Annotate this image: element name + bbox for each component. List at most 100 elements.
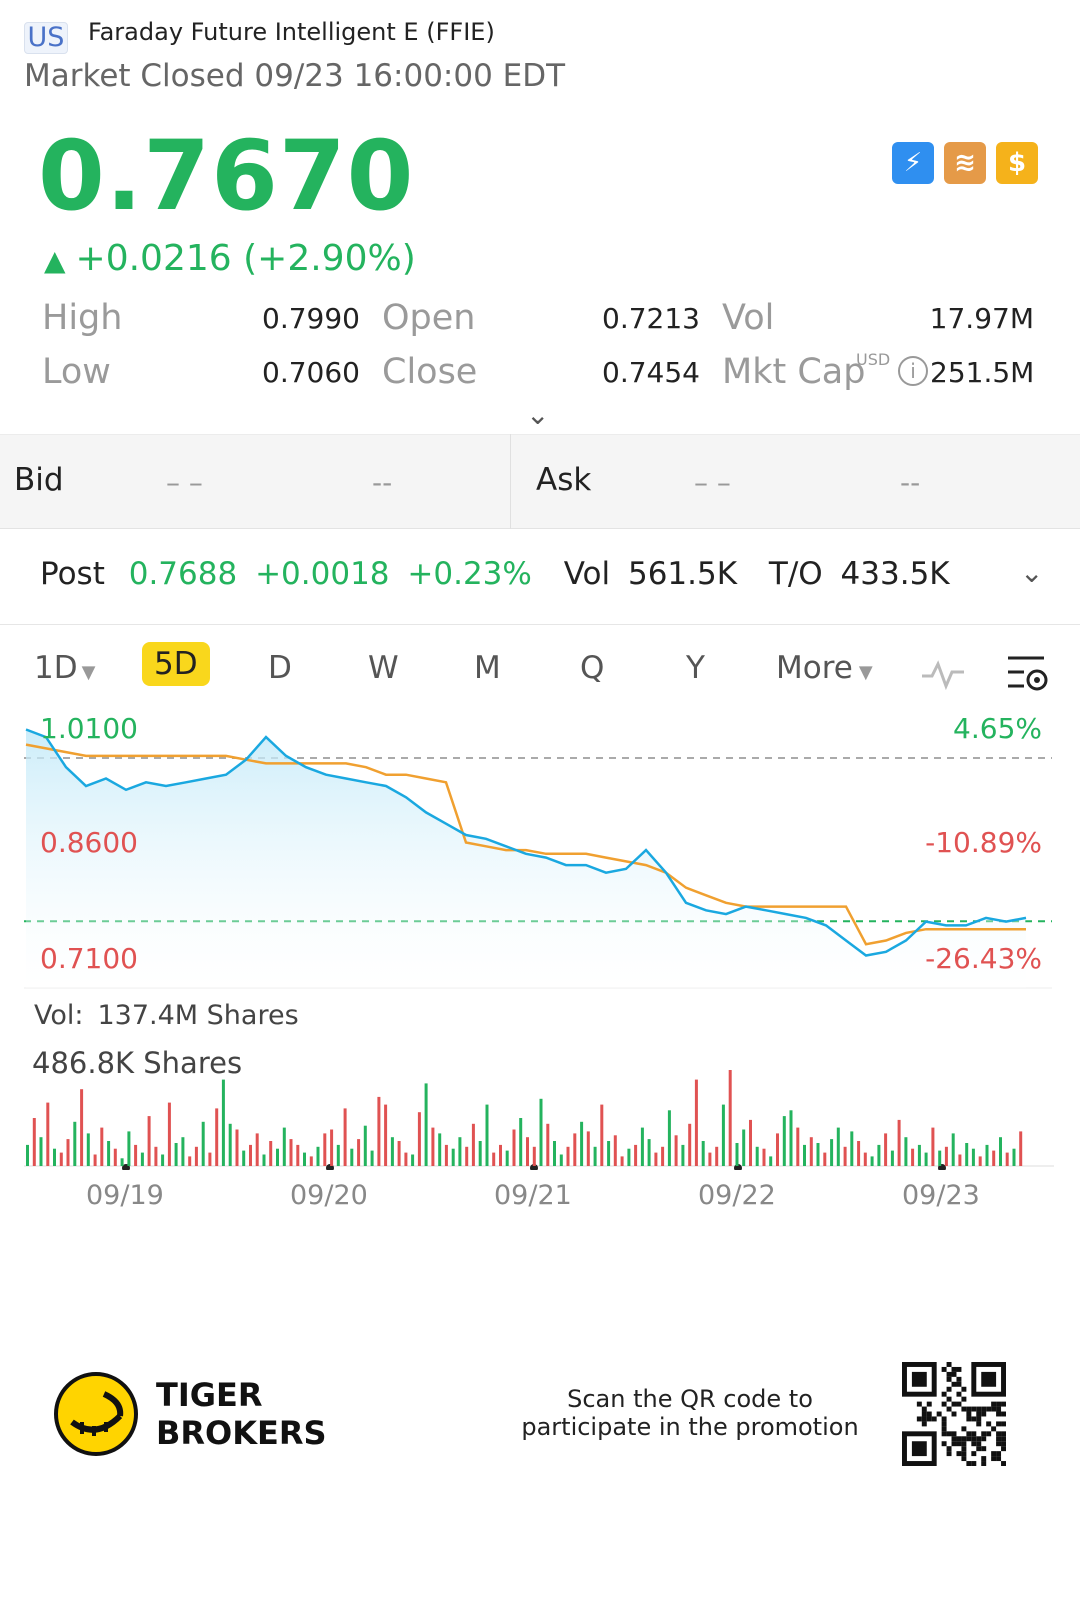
stack-a-icon[interactable]: ≋ <box>944 142 986 184</box>
volume-max-label: 486.8K Shares <box>32 1046 243 1080</box>
volume-bar <box>181 1137 185 1166</box>
volume-bar <box>944 1146 948 1166</box>
tab-w[interactable]: W <box>368 650 399 686</box>
volume-bar <box>769 1156 773 1166</box>
volume-bar <box>444 1144 448 1166</box>
volume-bar <box>971 1148 975 1166</box>
volume-bar <box>404 1152 408 1166</box>
volume-bar <box>465 1146 469 1166</box>
bid-size: -- <box>372 466 393 499</box>
volume-bar <box>417 1112 421 1166</box>
volume-bar <box>749 1119 752 1166</box>
volume-bar <box>1012 1148 1016 1166</box>
volume-bar <box>857 1141 861 1166</box>
volume-bar <box>46 1102 50 1166</box>
y-pct-top: 4.65% <box>953 712 1042 745</box>
volume-bar <box>654 1152 658 1166</box>
volume-bar <box>546 1123 550 1166</box>
volume-bar <box>431 1127 435 1166</box>
volume-bar <box>249 1144 252 1166</box>
triangle-up-icon: ▲ <box>44 244 66 277</box>
volume-bar <box>573 1133 577 1166</box>
volume-bar <box>667 1110 671 1166</box>
volume-bar <box>59 1152 63 1166</box>
bid-ask-divider <box>510 434 511 529</box>
volume-bar <box>559 1154 563 1166</box>
volume-bar <box>113 1148 117 1166</box>
volume-bar <box>276 1148 279 1166</box>
x-label: 09/23 <box>902 1180 980 1211</box>
tab-d[interactable]: D <box>268 650 292 686</box>
volume-bar <box>154 1146 158 1166</box>
x-label: 09/20 <box>290 1180 368 1211</box>
volume-bar <box>532 1146 536 1166</box>
volume-chart[interactable] <box>24 1050 1054 1170</box>
x-label: 09/19 <box>86 1180 164 1211</box>
chevron-down-icon[interactable]: ⌄ <box>1020 556 1044 589</box>
post-change: +0.0018 <box>255 556 390 592</box>
post-vol-value: 561.5K <box>627 556 738 592</box>
volume-bar <box>377 1096 381 1166</box>
price-area <box>26 729 1026 988</box>
price-change-value: +0.0216 (+2.90%) <box>75 238 416 279</box>
volume-bar <box>336 1144 340 1166</box>
post-pct: +0.23% <box>407 556 532 592</box>
volume-bar <box>519 1118 523 1166</box>
volume-bar <box>242 1150 246 1166</box>
volume-bar <box>580 1121 584 1166</box>
tab-more[interactable]: More ▼ <box>776 650 873 686</box>
volume-bar <box>917 1144 921 1166</box>
post-to-value: 433.5K <box>840 556 950 592</box>
indicator-wave-icon[interactable] <box>920 656 966 692</box>
dollar-icon[interactable]: $ <box>996 142 1038 184</box>
ask-price: – – <box>694 466 731 499</box>
volume-bar <box>539 1098 543 1166</box>
volume-bar <box>93 1154 97 1166</box>
volume-bar <box>161 1154 165 1166</box>
volume-bar <box>282 1127 286 1166</box>
volume-bar <box>499 1144 502 1166</box>
volume-bar <box>397 1141 401 1166</box>
volume-bar <box>323 1133 327 1166</box>
price-change: ▲ +0.0216 (+2.90%) <box>44 238 416 279</box>
volume-bar <box>134 1144 138 1166</box>
post-market-row[interactable]: Post 0.7688 +0.0018 +0.23% Vol 561.5K T/… <box>40 556 950 592</box>
volume-bar <box>796 1127 800 1166</box>
info-icon[interactable]: i <box>898 356 928 386</box>
volume-bar <box>208 1152 212 1166</box>
volume-bar <box>965 1143 969 1166</box>
tab-y[interactable]: Y <box>686 650 705 686</box>
volume-bar <box>343 1108 347 1166</box>
volume-bar <box>803 1144 806 1166</box>
volume-bar <box>411 1154 415 1166</box>
volume-bar <box>107 1141 111 1166</box>
volume-bar <box>255 1133 259 1166</box>
qr-code[interactable] <box>902 1362 1006 1466</box>
volume-bar <box>755 1146 759 1166</box>
volume-bar <box>694 1079 698 1166</box>
volume-bar <box>194 1146 198 1166</box>
y-pct-mid: -10.89% <box>925 826 1042 859</box>
tab-5d[interactable]: 5D <box>142 642 210 686</box>
low-label: Low <box>42 352 111 392</box>
chevron-down-icon[interactable]: ⌄ <box>526 398 550 431</box>
tab-q[interactable]: Q <box>580 650 605 686</box>
y-label-bottom: 0.7100 <box>40 942 138 975</box>
volume-bar <box>73 1121 77 1166</box>
price-line <box>25 728 1027 957</box>
volume-bar <box>451 1148 455 1166</box>
lightning-level-1-icon[interactable]: ⚡ <box>892 142 934 184</box>
volume-bar <box>526 1137 529 1166</box>
tab-m[interactable]: M <box>474 650 501 686</box>
price-chart[interactable] <box>24 718 1052 990</box>
mktcap-label: Mkt Cap <box>722 352 866 392</box>
volume-bar <box>458 1137 462 1166</box>
volume-bar <box>53 1148 56 1166</box>
tab-1d[interactable]: 1D ▼ <box>34 650 96 686</box>
volume-bar <box>924 1152 928 1166</box>
volume-bar <box>505 1150 509 1166</box>
post-vol-label: Vol <box>563 556 611 592</box>
volume-bar <box>350 1148 354 1166</box>
chart-settings-icon[interactable] <box>1004 650 1052 694</box>
volume-bar <box>640 1127 644 1166</box>
